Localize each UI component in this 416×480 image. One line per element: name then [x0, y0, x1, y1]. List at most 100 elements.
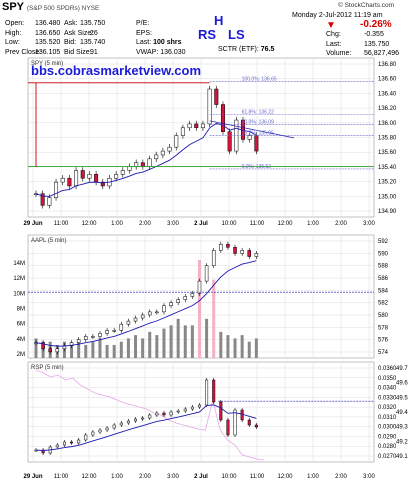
x-tick-label: 2 Jul — [194, 221, 208, 227]
volume-bar — [162, 328, 166, 358]
volume-bar — [169, 325, 173, 358]
volume-bar — [240, 335, 244, 358]
spy-candle — [94, 174, 99, 183]
aapl-candle — [247, 250, 252, 257]
aapl-candle — [190, 293, 195, 297]
x-tick-label: 11:00 — [54, 221, 69, 227]
x-tick-label: 1:00 — [111, 474, 123, 480]
aapl-candle — [105, 330, 109, 334]
y-tick-label: 135.60 — [378, 150, 397, 156]
aapl-candle — [183, 296, 188, 300]
aapl-candle — [155, 311, 159, 314]
sctr: SCTR (ETF): 76.5 — [218, 46, 275, 53]
rsp-candle — [233, 409, 237, 436]
volume-bar — [34, 338, 38, 358]
quote-col-4: Chg: -0.355 Last: 135.750 Volume: 56,827,49… — [326, 31, 400, 57]
rsp-candle — [226, 419, 230, 436]
x-tick-label: 1:00 — [307, 474, 319, 480]
aapl-candle — [147, 311, 152, 316]
volume-bar — [176, 318, 180, 358]
x-tick-label: 12:00 — [277, 221, 293, 227]
x-tick-label: 2 Jul — [194, 474, 208, 480]
rsp-candle — [98, 429, 102, 433]
volume-bar — [226, 335, 230, 358]
y-tick-label: 0.0290 — [378, 434, 397, 440]
aapl-candle — [98, 333, 102, 337]
watermark-url: bbs.cobrasmarketview.com — [31, 63, 202, 78]
aapl-candle — [226, 243, 230, 248]
rsp-candle — [84, 434, 88, 441]
volume-bar — [134, 335, 138, 358]
y-tick-label: 574 — [378, 350, 389, 356]
spy-candle — [154, 154, 159, 160]
spy-candle — [100, 181, 105, 187]
volume-bar — [126, 338, 130, 358]
volume-tick-label: 6M — [17, 322, 25, 328]
x-tick-label: 11:00 — [250, 474, 265, 480]
rsp-candle — [162, 412, 166, 416]
aapl-candle — [48, 348, 52, 353]
aapl-candle — [76, 339, 81, 343]
spy-candle — [160, 150, 165, 156]
neckline-trendline — [209, 120, 295, 139]
volume-bar — [112, 344, 116, 358]
right-tick-label: 49.6 — [396, 381, 408, 387]
fib-label: 100.0%: 136.65 — [242, 76, 277, 82]
x-tick-label: 2:00 — [335, 221, 347, 227]
x-tick-label: 12:00 — [277, 474, 293, 480]
rsp-candle — [183, 408, 187, 412]
y-tick-label: 588 — [378, 264, 389, 270]
y-tick-label: 586 — [378, 276, 389, 282]
spy-candle — [114, 174, 119, 179]
aapl-candle — [112, 330, 116, 332]
symbol-desc: (S&P 500 SPDRs) NYSE — [26, 5, 100, 12]
right-shoulder-label: RS — [198, 27, 217, 42]
rsp-candle — [169, 411, 173, 416]
spy-candle — [200, 123, 205, 129]
aapl-candle — [254, 253, 259, 257]
panel-label: AAPL (5 min) — [31, 238, 66, 244]
volume-bar — [219, 331, 223, 358]
volume-bar — [148, 331, 152, 358]
x-tick-label: 11:00 — [250, 221, 265, 227]
aapl-candle — [162, 305, 166, 313]
rsp-candle — [91, 431, 95, 436]
spy-ma-line — [35, 122, 257, 197]
rsp-overlay-line — [35, 369, 265, 461]
spy-candle — [254, 135, 259, 152]
down-arrow-icon: ▼ — [326, 20, 336, 31]
volume-bar — [98, 338, 102, 358]
volume-bar — [105, 344, 109, 358]
x-tick-label: 10:00 — [221, 474, 237, 480]
right-tick-label: 49.5 — [396, 395, 408, 401]
aapl-candle — [126, 320, 131, 325]
left-shoulder-label: LS — [228, 27, 245, 42]
y-tick-label: 0.0350 — [378, 376, 397, 382]
aapl-candle — [211, 250, 216, 266]
rsp-candle — [254, 424, 258, 428]
volume-tick-label: 2M — [17, 352, 25, 358]
y-tick-label: 136.20 — [378, 106, 397, 112]
y-tick-label: 0.0320 — [378, 405, 397, 411]
rsp-candle — [219, 401, 223, 421]
volume-bar — [247, 341, 251, 358]
y-tick-label: 592 — [378, 239, 389, 245]
y-tick-label: 135.00 — [378, 194, 397, 200]
rsp-candle — [105, 427, 109, 431]
spy-candle — [174, 135, 179, 148]
spy-candle — [167, 146, 172, 152]
rsp-candle — [148, 414, 152, 419]
aapl-candle — [169, 302, 173, 306]
y-tick-label: 0.0330 — [378, 395, 397, 401]
aapl-candle — [91, 336, 95, 338]
y-tick-label: 0.0360 — [378, 366, 397, 372]
x-tick-label: 3:00 — [363, 474, 375, 480]
volume-bar — [254, 338, 258, 358]
x-tick-label: 29 Jun — [23, 474, 42, 480]
spy-candle — [194, 123, 199, 129]
spy-candle — [120, 170, 125, 175]
y-tick-label: 136.40 — [378, 91, 397, 97]
spy-candle — [214, 88, 219, 105]
x-tick-label: 1:00 — [307, 221, 319, 227]
